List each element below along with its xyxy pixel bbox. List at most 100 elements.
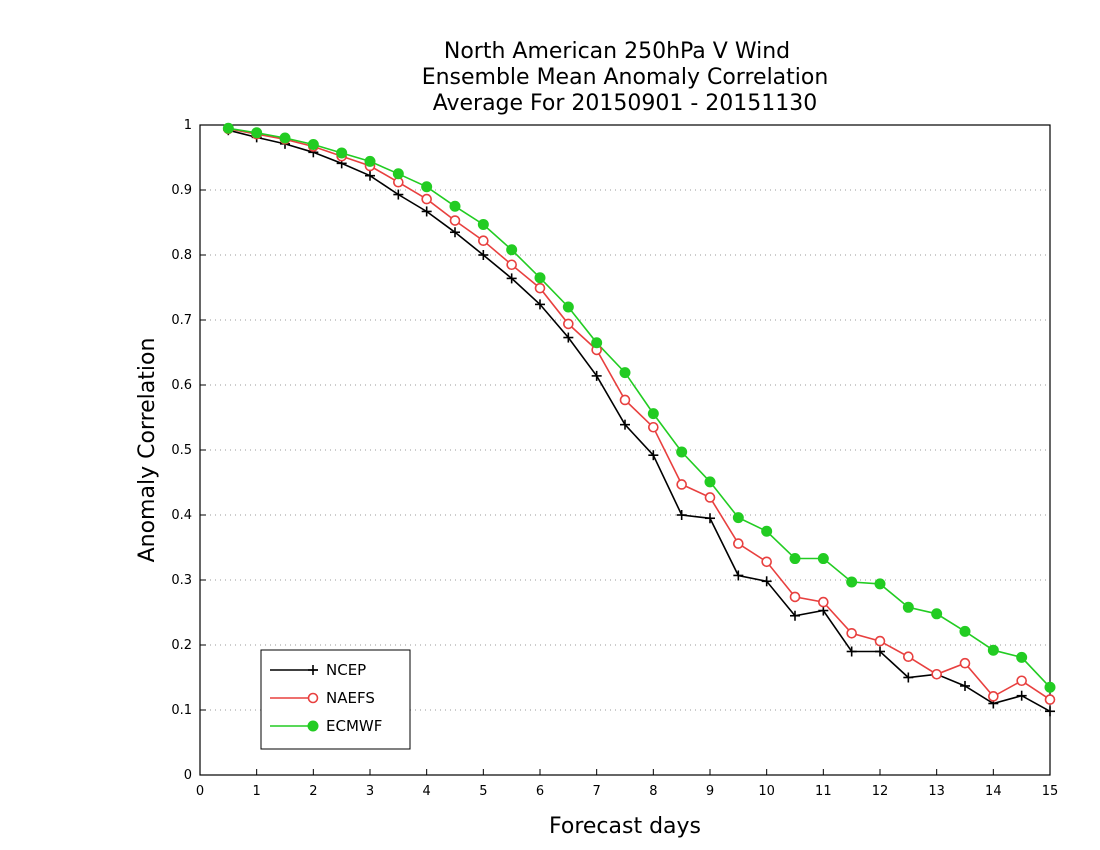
data-point-naefs — [563, 318, 574, 330]
data-point-ncep — [1045, 706, 1055, 717]
legend-box — [260, 649, 411, 750]
data-point-ecmwf — [449, 200, 461, 212]
series-group — [222, 122, 1056, 717]
data-point-ncep — [761, 576, 772, 587]
x-tick-label: 11 — [815, 784, 832, 799]
x-tick-label: 7 — [593, 784, 601, 799]
data-point-naefs — [1044, 694, 1056, 705]
y-axis-label: Anomaly Correlation — [135, 338, 160, 563]
data-point-ncep — [846, 646, 857, 657]
y-tick-label: 0.8 — [171, 248, 192, 263]
data-point-naefs — [478, 235, 489, 246]
legend-label-ecmwf: ECMWF — [326, 717, 382, 735]
x-tick-label: 10 — [758, 784, 775, 799]
data-point-ncep — [450, 227, 460, 238]
data-point-ecmwf — [647, 408, 659, 420]
data-point-ecmwf — [619, 367, 631, 379]
y-tick-label: 0.5 — [171, 443, 192, 458]
x-tick-label: 1 — [253, 784, 261, 799]
data-point-ncep — [365, 170, 375, 181]
data-point-ncep — [563, 332, 574, 343]
data-point-ecmwf — [761, 525, 773, 537]
data-point-naefs — [421, 193, 432, 205]
data-point-ncep — [591, 370, 602, 381]
data-point-ecmwf — [591, 337, 603, 349]
data-point-ecmwf — [704, 476, 716, 488]
data-point-ecmwf — [789, 553, 801, 565]
data-point-ecmwf — [421, 181, 433, 193]
data-point-ecmwf — [846, 576, 858, 588]
data-point-ecmwf — [364, 155, 376, 167]
data-point-ncep — [648, 450, 659, 461]
x-tick-label: 9 — [706, 784, 714, 799]
data-point-ecmwf — [874, 578, 886, 590]
data-point-ecmwf — [676, 446, 688, 458]
data-point-ncep — [421, 206, 432, 217]
data-point-ecmwf — [931, 608, 943, 620]
data-point-ncep — [733, 570, 744, 581]
data-point-ecmwf — [222, 122, 234, 134]
data-point-naefs — [619, 394, 631, 406]
data-point-naefs — [704, 492, 716, 503]
x-tick-label: 4 — [423, 784, 431, 799]
data-point-ecmwf — [534, 272, 546, 284]
data-point-ecmwf — [251, 127, 263, 139]
data-point-ecmwf — [477, 218, 489, 230]
data-point-ncep — [705, 513, 715, 524]
x-tick-label: 5 — [479, 784, 487, 799]
data-point-naefs — [789, 591, 801, 603]
chart-title-line-1: North American 250hPa V Wind — [444, 39, 790, 64]
data-point-ecmwf — [307, 139, 319, 150]
data-point-naefs — [846, 627, 857, 639]
data-point-ecmwf — [506, 244, 518, 256]
data-point-ecmwf — [987, 644, 999, 656]
x-tick-label: 15 — [1042, 784, 1059, 799]
data-point-naefs — [1016, 675, 1027, 687]
data-point-ncep — [478, 250, 489, 260]
legend: NCEP NAEFS ECMWF — [260, 649, 411, 750]
data-point-naefs — [874, 635, 886, 647]
y-tick-label: 0.4 — [171, 508, 192, 523]
data-point-naefs — [449, 215, 461, 226]
data-point-ecmwf — [1016, 651, 1028, 663]
x-axis-label: Forecast days — [549, 814, 701, 839]
y-tick-label: 0.6 — [171, 378, 192, 393]
data-point-ecmwf — [336, 147, 348, 159]
series-line-naefs — [228, 128, 1051, 701]
chart-title-line-2: Ensemble Mean Anomaly Correlation — [422, 65, 829, 90]
data-point-ncep — [1016, 690, 1027, 701]
data-point-ecmwf — [279, 132, 291, 144]
data-point-naefs — [988, 691, 999, 702]
series-line-ncep — [228, 129, 1051, 713]
data-point-naefs — [959, 657, 971, 669]
data-point-ncep — [620, 419, 630, 430]
axis-ticks: 00.10.20.30.40.50.60.70.80.910 1 2 3 4 5 6 7 8 9 1… — [171, 118, 1058, 799]
legend-label-naefs: NAEFS — [326, 689, 375, 707]
data-point-naefs — [676, 479, 687, 490]
data-point-ecmwf — [562, 301, 574, 313]
data-point-ncep — [676, 510, 687, 520]
y-tick-label: 0.3 — [171, 573, 192, 588]
legend-marker-naefs — [307, 692, 319, 704]
y-tick-label: 0.2 — [171, 638, 192, 653]
x-tick-label: 6 — [536, 784, 544, 799]
data-point-ecmwf — [902, 601, 914, 613]
x-tick-label: 2 — [309, 784, 317, 799]
data-point-ncep — [393, 189, 404, 200]
x-tick-label: 8 — [649, 784, 657, 799]
data-point-naefs — [534, 282, 546, 294]
data-point-ncep — [535, 299, 545, 310]
data-point-naefs — [761, 556, 772, 568]
series-line-ecmwf — [228, 127, 1051, 688]
x-tick-label: 12 — [872, 784, 889, 799]
data-point-ecmwf — [392, 168, 404, 180]
data-point-naefs — [648, 421, 659, 433]
data-point-ncep — [960, 680, 970, 691]
data-point-ncep — [903, 672, 914, 683]
y-tick-label: 0 — [184, 768, 192, 783]
x-tick-label: 0 — [196, 784, 204, 799]
data-point-naefs — [733, 538, 744, 549]
x-tick-label: 14 — [985, 784, 1002, 799]
data-point-ncep — [506, 273, 517, 284]
